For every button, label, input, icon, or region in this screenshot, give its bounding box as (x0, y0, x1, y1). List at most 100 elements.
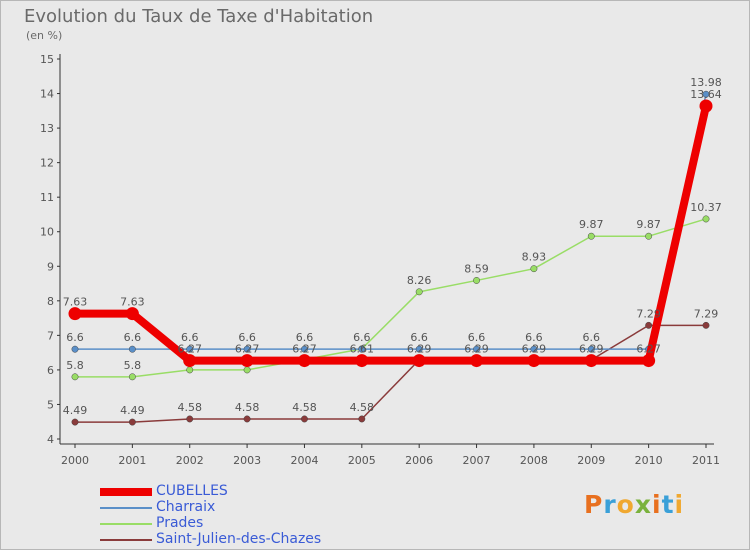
data-label: 4.58 (177, 401, 202, 414)
x-tick-label: 2008 (520, 454, 548, 467)
logo-letter: P (584, 490, 604, 519)
logo-letter: t (661, 490, 675, 519)
y-tick-label: 5 (47, 398, 54, 411)
data-label: 8.59 (464, 262, 489, 275)
data-label: 10.37 (690, 201, 722, 214)
data-label: 5.8 (66, 359, 84, 372)
y-tick-label: 14 (40, 88, 54, 101)
data-point (355, 354, 369, 368)
data-point (702, 90, 710, 98)
data-point (642, 354, 656, 368)
x-tick-label: 2011 (692, 454, 720, 467)
data-point (530, 265, 538, 273)
y-tick-label: 13 (40, 122, 54, 135)
data-point (71, 418, 79, 426)
legend-swatch (100, 539, 152, 541)
data-point (183, 354, 197, 368)
data-point (240, 354, 254, 368)
chart-title: Evolution du Taux de Taxe d'Habitation (24, 6, 374, 27)
data-label: 7.63 (63, 296, 88, 309)
data-label: 6.6 (181, 331, 199, 344)
data-label: 6.27 (177, 343, 202, 356)
data-label: 4.58 (235, 401, 260, 414)
legend-swatch (100, 523, 152, 525)
logo-letter: i (652, 490, 662, 519)
logo-letter: r (603, 490, 617, 519)
data-point (587, 345, 595, 353)
data-point (243, 345, 251, 353)
data-point (412, 354, 426, 368)
x-tick-label: 2002 (176, 454, 204, 467)
data-point (301, 415, 308, 423)
data-point (128, 345, 136, 353)
y-tick-label: 15 (40, 53, 54, 66)
data-label: 4.49 (63, 404, 88, 417)
data-label: 6.27 (235, 343, 260, 356)
legend-swatch (100, 507, 152, 509)
data-label: 6.29 (407, 343, 432, 356)
data-point (186, 366, 194, 374)
data-point (297, 354, 311, 368)
data-point (243, 415, 251, 423)
x-tick-label: 2005 (348, 454, 376, 467)
legend-label: Saint-Julien-des-Chazes (156, 531, 322, 547)
y-tick-label: 9 (47, 260, 54, 273)
series-line-saint-julien-des-chazes (74, 324, 707, 423)
data-point (301, 345, 308, 353)
data-label: 6.6 (583, 331, 601, 344)
data-label: 6.6 (353, 331, 371, 344)
x-tick-label: 2004 (290, 454, 318, 467)
x-tick-label: 2000 (61, 454, 89, 467)
data-point (530, 345, 538, 353)
x-tick-label: 2007 (463, 454, 491, 467)
data-point (125, 307, 139, 321)
legend-label: CUBELLES (156, 483, 228, 499)
data-label: 5.8 (124, 359, 142, 372)
data-point (699, 99, 713, 113)
data-label: 6.6 (66, 331, 84, 344)
data-point (473, 276, 480, 284)
data-label: 6.61 (350, 343, 375, 356)
data-point (71, 373, 79, 381)
data-point (470, 354, 484, 368)
data-point (702, 215, 710, 223)
data-label: 6.29 (522, 343, 547, 356)
logo-letter: x (634, 490, 652, 519)
data-point (645, 232, 653, 240)
data-point (68, 307, 82, 321)
proxiti-logo: Proxiti (584, 490, 684, 519)
data-point (358, 345, 366, 353)
data-point (128, 418, 136, 426)
data-point (186, 345, 194, 353)
data-label: 13.98 (690, 76, 722, 89)
data-label: 13.64 (690, 88, 722, 101)
data-point (128, 373, 136, 381)
data-label: 6.6 (296, 331, 314, 344)
data-point (415, 288, 423, 296)
data-label: 6.6 (124, 331, 142, 344)
data-label: 8.93 (522, 251, 547, 264)
data-label: 6.27 (292, 343, 317, 356)
data-label: 6.6 (238, 331, 256, 344)
series-line-prades (74, 218, 707, 378)
data-point (473, 345, 480, 353)
data-point (584, 354, 598, 368)
logo-letter: i (674, 490, 685, 519)
data-label: 4.58 (292, 401, 317, 414)
data-point (71, 345, 79, 353)
x-tick-label: 2009 (577, 454, 605, 467)
data-point (186, 415, 194, 423)
data-point (587, 232, 595, 240)
data-label: 6.29 (579, 343, 604, 356)
data-label: 7.29 (694, 307, 719, 320)
data-label: 8.26 (407, 274, 432, 287)
data-label: 9.87 (636, 218, 661, 231)
x-tick-label: 2010 (635, 454, 663, 467)
legend-label: Charraix (156, 499, 216, 515)
y-tick-label: 8 (47, 295, 54, 308)
data-label: 9.87 (579, 218, 604, 231)
data-point (358, 415, 366, 423)
y-unit-label: (en %) (26, 29, 63, 42)
logo-letter: o (616, 490, 635, 519)
